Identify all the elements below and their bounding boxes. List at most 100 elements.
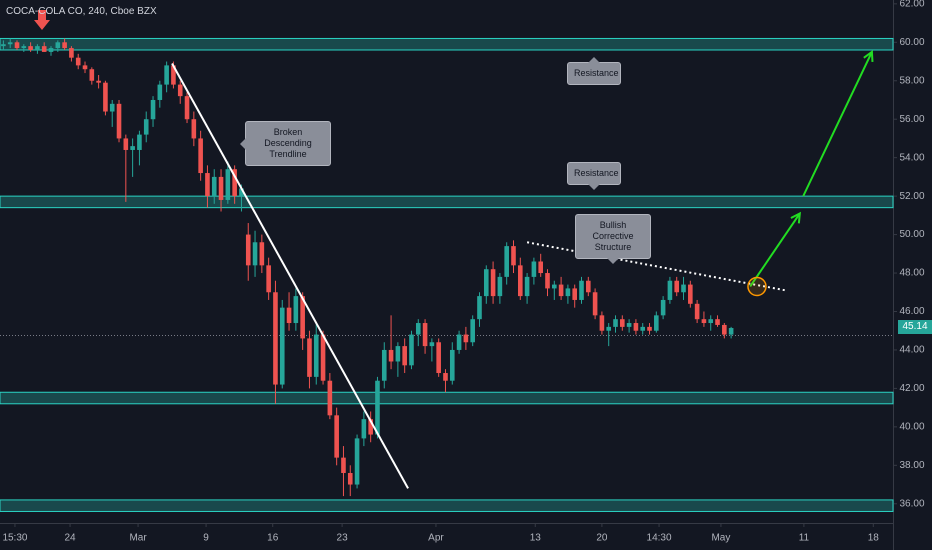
candle-body xyxy=(14,42,20,49)
candle-body xyxy=(293,296,299,324)
x-tick-label: 24 xyxy=(64,533,76,544)
y-tick-label: 40.00 xyxy=(899,422,924,433)
candle-body xyxy=(286,307,292,324)
candle-body xyxy=(722,324,727,335)
candle-body xyxy=(531,261,537,277)
chart-title: COCA-COLA CO, 240, Cboe BZX xyxy=(6,6,157,17)
candle-body xyxy=(422,323,428,347)
candle-body xyxy=(177,84,183,97)
x-tick-label: 13 xyxy=(530,533,542,544)
marker-arrow xyxy=(34,10,50,30)
candle-body xyxy=(205,173,210,197)
candle-body xyxy=(456,334,462,350)
x-tick-label: 11 xyxy=(799,533,810,544)
candle-body xyxy=(273,292,278,385)
candle-body xyxy=(545,273,550,289)
candle-body xyxy=(613,319,618,327)
candle-body xyxy=(137,134,142,150)
candle-body xyxy=(647,326,652,331)
candle-body xyxy=(388,349,394,362)
candle-body xyxy=(313,334,319,377)
y-tick-label: 44.00 xyxy=(899,345,924,356)
candle-body xyxy=(62,42,67,49)
candle-body xyxy=(300,296,305,339)
candle-body xyxy=(109,103,115,112)
candle-body xyxy=(347,473,353,485)
candle-body xyxy=(266,265,271,293)
x-tick-label: 23 xyxy=(337,533,349,544)
candle-body xyxy=(48,48,54,52)
y-tick-label: 36.00 xyxy=(899,498,924,509)
candle-body xyxy=(1,44,6,47)
arrow xyxy=(802,51,873,197)
trendline xyxy=(171,62,409,489)
candle-body xyxy=(307,338,312,377)
candle-body xyxy=(239,188,244,197)
candle-body xyxy=(7,42,13,45)
candle-body xyxy=(232,169,237,197)
candle-body xyxy=(517,265,523,297)
x-tick-label: 20 xyxy=(596,533,608,544)
y-tick-label: 62.00 xyxy=(899,0,924,9)
candle-body xyxy=(41,46,47,52)
x-tick-label: Apr xyxy=(428,533,444,544)
candle-body xyxy=(674,280,680,293)
candle-body xyxy=(688,284,693,304)
candle-body xyxy=(409,334,414,366)
candle-body xyxy=(96,80,101,83)
y-tick-label: 42.00 xyxy=(899,383,924,394)
x-tick-label: May xyxy=(711,533,730,544)
candle-body xyxy=(429,342,435,347)
candle-body xyxy=(477,296,482,320)
candle-body xyxy=(558,284,564,297)
x-tick-label: 14:30 xyxy=(647,533,672,544)
annotation: Resistance xyxy=(567,162,621,190)
candle-body xyxy=(524,276,530,297)
candle-body xyxy=(599,315,605,331)
candle-body xyxy=(586,280,591,293)
candle-body xyxy=(681,284,686,293)
candle-body xyxy=(130,146,135,150)
candle-body xyxy=(211,176,217,197)
annotation: Bullish Corrective Structure xyxy=(575,214,651,264)
candle-body xyxy=(551,284,557,289)
zone xyxy=(0,391,894,405)
candle-body xyxy=(157,84,163,100)
candle-body xyxy=(592,292,598,316)
candle-body xyxy=(164,65,169,85)
candle-body xyxy=(82,65,88,70)
candle-body xyxy=(504,246,509,277)
candle-body xyxy=(375,380,380,435)
dotted-line xyxy=(526,241,786,292)
candle-body xyxy=(715,319,720,325)
arrow xyxy=(749,212,801,288)
candle-body xyxy=(490,269,496,297)
candle-body xyxy=(198,138,203,174)
candle-body xyxy=(497,276,503,297)
candle-body xyxy=(150,99,156,120)
arrow-head xyxy=(790,211,801,224)
candle-body xyxy=(633,323,639,331)
candle-body xyxy=(728,328,734,335)
candle-body xyxy=(143,119,149,135)
candle-body xyxy=(654,315,659,331)
annotation: Broken Descending Trendline xyxy=(240,121,331,166)
candle-body xyxy=(334,415,339,458)
candle-body xyxy=(116,103,122,139)
candle-body xyxy=(538,261,543,274)
arrow-head xyxy=(863,50,874,62)
candle-body xyxy=(701,319,707,324)
candle-body xyxy=(660,299,666,316)
candle-body xyxy=(259,242,265,266)
candle-body xyxy=(572,288,578,300)
y-tick-label: 60.00 xyxy=(899,37,924,48)
zone xyxy=(0,195,894,209)
candle-body xyxy=(579,280,584,300)
candle-body xyxy=(184,96,190,120)
y-tick-label: 52.00 xyxy=(899,191,924,202)
candle-body xyxy=(606,326,612,331)
candle-body xyxy=(640,326,646,331)
candle-body xyxy=(320,334,326,381)
highlight-circle xyxy=(747,276,767,297)
